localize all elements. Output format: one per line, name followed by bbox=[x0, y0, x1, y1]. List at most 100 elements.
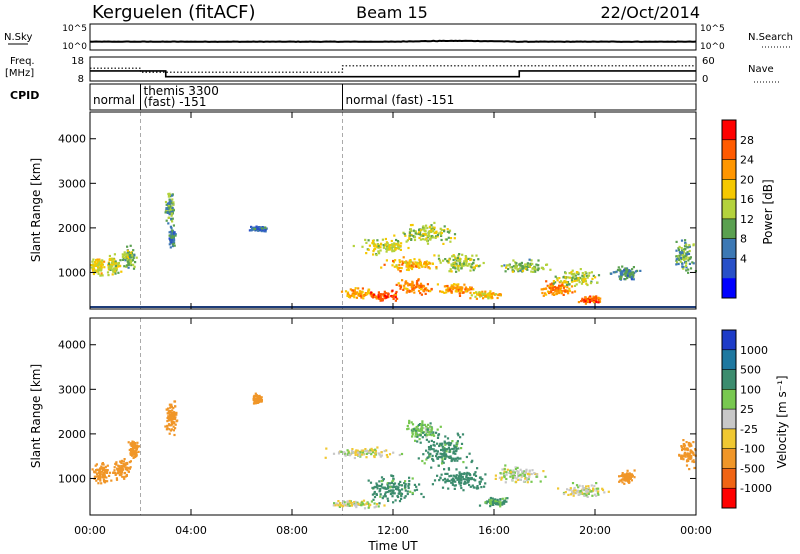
power-colorbar-title: Power [dB] bbox=[761, 179, 775, 244]
scatter-cell bbox=[578, 484, 581, 487]
scatter-cell bbox=[449, 268, 452, 271]
scatter-cell bbox=[465, 261, 468, 264]
scatter-cell bbox=[372, 498, 375, 501]
scatter-cell bbox=[626, 276, 629, 280]
scatter-cell bbox=[385, 449, 388, 452]
scatter-cell bbox=[93, 475, 96, 478]
scatter-cell bbox=[445, 450, 448, 453]
scatter-cell bbox=[96, 261, 99, 264]
scatter-cell bbox=[447, 467, 450, 470]
scatter-cell bbox=[128, 467, 131, 470]
scatter-cell bbox=[375, 493, 378, 496]
scatter-cell bbox=[458, 261, 461, 264]
scatter-cell bbox=[465, 475, 468, 479]
scatter-cell bbox=[568, 287, 571, 290]
scatter-cell bbox=[94, 464, 97, 467]
scatter-cell bbox=[111, 269, 115, 272]
scatter-cell bbox=[351, 289, 354, 292]
scatter-cell bbox=[168, 202, 171, 205]
scatter-cell bbox=[509, 469, 512, 472]
scatter-cell bbox=[457, 286, 460, 289]
scatter-cell bbox=[546, 284, 549, 287]
scatter-cell bbox=[554, 275, 557, 278]
scatter-cell bbox=[458, 482, 461, 485]
scatter-cell bbox=[516, 470, 519, 473]
scatter-cell bbox=[554, 290, 557, 293]
scatter-cell bbox=[392, 451, 395, 454]
scatter-cell bbox=[459, 457, 462, 460]
scatter-cell bbox=[436, 428, 439, 431]
scatter-cell bbox=[100, 272, 103, 275]
scatter-cell bbox=[414, 435, 417, 438]
scatter-cell bbox=[455, 290, 458, 293]
scatter-cell bbox=[394, 293, 398, 296]
scatter-cell bbox=[415, 426, 418, 429]
scatter-cell bbox=[529, 263, 533, 266]
scatter-cell bbox=[590, 490, 593, 493]
scatter-cell bbox=[590, 299, 593, 302]
scatter-cell bbox=[501, 468, 504, 471]
scatter-cell bbox=[370, 500, 373, 503]
scatter-cell bbox=[371, 239, 375, 243]
scatter-cell bbox=[569, 493, 572, 496]
scatter-cell bbox=[118, 469, 121, 472]
scatter-cell bbox=[564, 276, 567, 279]
scatter-cell bbox=[424, 238, 427, 241]
scatter-cell bbox=[411, 286, 414, 289]
scatter-cell bbox=[587, 492, 590, 495]
scatter-cell bbox=[427, 427, 430, 430]
scatter-cell bbox=[486, 500, 489, 503]
scatter-cell bbox=[452, 258, 455, 262]
scatter-cell bbox=[570, 278, 574, 282]
scatter-cell bbox=[514, 468, 518, 471]
scatter-cell bbox=[168, 428, 171, 431]
scatter-cell bbox=[379, 249, 382, 252]
scatter-cell bbox=[583, 300, 586, 303]
scatter-cell bbox=[429, 446, 432, 449]
scatter-cell bbox=[452, 263, 455, 267]
scatter-cell bbox=[675, 255, 678, 258]
scatter-cell bbox=[166, 202, 170, 205]
scatter-cell bbox=[413, 235, 417, 238]
scatter-cell bbox=[458, 475, 461, 478]
scatter-cell bbox=[407, 267, 410, 270]
scatter-cell bbox=[338, 505, 341, 508]
scatter-cell bbox=[690, 456, 693, 459]
scatter-cell bbox=[526, 262, 529, 265]
scatter-cell bbox=[503, 470, 506, 473]
scatter-cell bbox=[500, 478, 503, 481]
scatter-cell bbox=[685, 262, 688, 265]
scatter-cell bbox=[374, 243, 377, 246]
scatter-cell bbox=[420, 492, 423, 496]
scatter-cell bbox=[168, 243, 171, 246]
scatter-cell bbox=[463, 283, 466, 286]
scatter-cell bbox=[168, 198, 171, 201]
scatter-cell bbox=[170, 212, 173, 215]
scatter-cell bbox=[587, 299, 590, 302]
scatter-cell bbox=[438, 259, 441, 262]
scatter-cell bbox=[91, 260, 94, 263]
scatter-cell bbox=[395, 238, 398, 242]
scatter-cell bbox=[486, 294, 489, 297]
noise-search-label: N.Search bbox=[748, 32, 793, 43]
scatter-cell bbox=[460, 447, 463, 450]
scatter-cell bbox=[372, 250, 375, 253]
scatter-cell bbox=[461, 253, 464, 256]
scatter-cell bbox=[352, 502, 355, 506]
scatter-cell bbox=[625, 270, 628, 273]
power-colorbar-label: 8 bbox=[740, 233, 747, 246]
scatter-cell bbox=[374, 244, 377, 247]
scatter-cell bbox=[397, 267, 400, 270]
scatter-cell bbox=[469, 291, 472, 294]
noise-left-tick-bottom: 10^0 bbox=[62, 42, 87, 52]
scatter-cell bbox=[385, 454, 388, 457]
scatter-cell bbox=[392, 297, 395, 300]
scatter-cell bbox=[106, 271, 110, 274]
scatter-cell bbox=[570, 273, 573, 276]
scatter-cell bbox=[379, 485, 383, 488]
scatter-cell bbox=[382, 246, 385, 249]
scatter-cell bbox=[453, 459, 456, 462]
scatter-cell bbox=[427, 235, 431, 238]
scatter-cell bbox=[581, 272, 584, 275]
scatter-cell bbox=[628, 273, 631, 276]
